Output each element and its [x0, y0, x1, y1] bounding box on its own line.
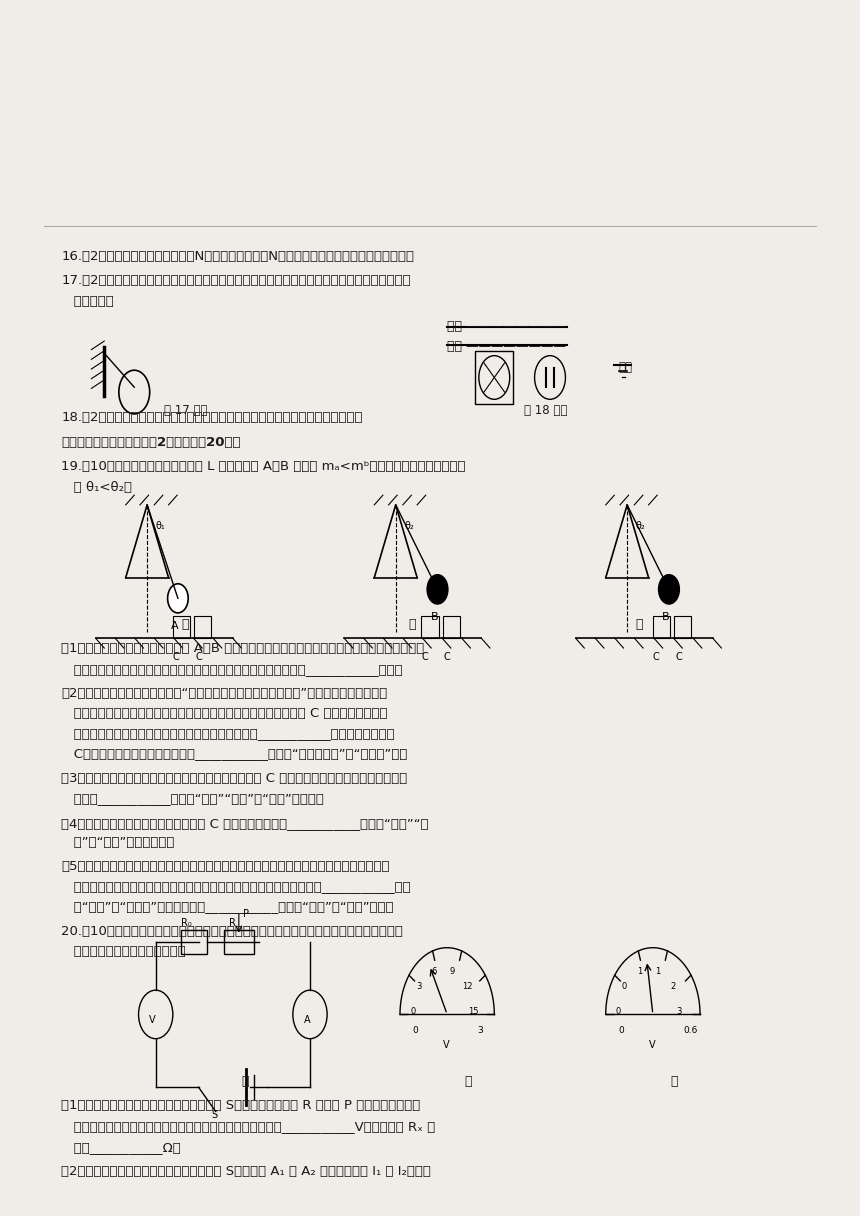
Text: 1: 1 [655, 967, 660, 976]
Text: P: P [243, 910, 249, 919]
Bar [674, 617, 691, 638]
Text: R: R [229, 918, 236, 928]
Text: 务，三名同学的设计方案如下：: 务，三名同学的设计方案如下： [61, 945, 186, 958]
Text: 角 θ₁<θ₂。: 角 θ₁<θ₂。 [61, 480, 132, 494]
Text: V: V [648, 1041, 655, 1051]
Bar [194, 617, 212, 638]
Text: （1）图甲、乙中，同时由静止释放 A、B 两球，观察到它们并排摇动且始终相对静止，同时到达竖: （1）图甲、乙中，同时由静止释放 A、B 两球，观察到它们并排摇动且始终相对静止… [61, 642, 425, 655]
Text: 0.6: 0.6 [683, 1025, 697, 1035]
Text: 0: 0 [622, 983, 627, 991]
Text: 乙: 乙 [464, 1075, 472, 1088]
Text: V: V [443, 1041, 450, 1051]
Text: C: C [653, 652, 660, 663]
Text: 2: 2 [670, 983, 675, 991]
Text: 地线: 地线 [618, 360, 633, 373]
Text: 0: 0 [413, 1025, 419, 1035]
Text: 在水平面上滑行一定距离后停止，本实验中通过比较___________反映小球撞击木块: 在水平面上滑行一定距离后停止，本实验中通过比较___________反映小球撞击… [61, 727, 395, 739]
Text: 0: 0 [618, 1025, 624, 1035]
Text: A: A [171, 620, 179, 631]
Text: 直位置，这表明两小球在摇动过程中任一时刻的速度大小与小球的___________无关。: 直位置，这表明两小球在摇动过程中任一时刻的速度大小与小球的___________… [61, 663, 403, 676]
Text: S: S [212, 1109, 218, 1120]
Text: C: C [173, 652, 180, 663]
Text: 16.（2分）根据图中通电联射管的N极，标出小磁针的N极，并在括号内标出电源的正、负极。: 16.（2分）根据图中通电联射管的N极，标出小磁针的N极，并在括号内标出电源的正… [61, 250, 415, 263]
Text: 填“相等”或“不相等”），该方案是___________（选填“正确”或“错误”）的。: 填“相等”或“不相等”），该方案是___________（选填“正确”或“错误”… [61, 900, 394, 913]
Text: θ₂: θ₂ [636, 522, 646, 531]
Text: （2）小林的设计方案如图丁所示，闭合开关 S，电流表 A₁ 和 A₂ 的示数分别为 I₁ 和 I₂。已知: （2）小林的设计方案如图丁所示，闭合开关 S，电流表 A₁ 和 A₂ 的示数分别… [61, 1165, 431, 1178]
Text: 値为___________Ω。: 値为___________Ω。 [61, 1141, 181, 1154]
Text: 0: 0 [410, 1007, 415, 1017]
Text: C: C [421, 652, 428, 663]
Text: （5）在探究小球动能与质量的关系时，有同学提议可以在水平桌面上将同一根弹簧压缩相同: （5）在探究小球动能与质量的关系时，有同学提议可以在水平桌面上将同一根弹簧压缩相… [61, 861, 390, 873]
Text: 四、实验探究题（本题共（2小题，共（20分）: 四、实验探究题（本题共（2小题，共（20分） [61, 435, 241, 449]
Text: C: C [675, 652, 682, 663]
Text: 速”或“加速”）直线运动。: 速”或“加速”）直线运动。 [61, 837, 175, 849]
Bar [181, 929, 207, 953]
Text: 第 18 题图: 第 18 题图 [525, 404, 568, 417]
Text: 3: 3 [416, 983, 421, 991]
Text: 表、电流表的示数分别如图乙、丙所示，则电压表的示数为___________V，未知电阱 Rₓ 的: 表、电流表的示数分别如图乙、丙所示，则电压表的示数为___________V，未… [61, 1120, 436, 1133]
Bar [421, 617, 439, 638]
Text: 的程度，分别尴出质量不同的小球去撞击木块，撞击木块时小球的动能___________（选: 的程度，分别尴出质量不同的小球去撞击木块，撞击木块时小球的动能_________… [61, 879, 411, 893]
Text: 止释放，当小球摇动到竖直位置时，恰好与静止在水平面上的木块 C 发生碰撞，木块会: 止释放，当小球摇动到竖直位置时，恰好与静止在水平面上的木块 C 发生碰撞，木块会 [61, 708, 388, 721]
Text: B: B [431, 612, 439, 621]
Text: 第 17 题图: 第 17 题图 [164, 404, 208, 417]
Text: 15: 15 [468, 1007, 478, 1017]
Text: C前的动能大小，这种研究方法叫___________（选填“控制变量法”或“转换法”）。: C前的动能大小，这种研究方法叫___________（选填“控制变量法”或“转换… [61, 748, 408, 760]
Text: 18.（2分）请将图中元件连接成符合安全用电要求的家庭电路（开关控制灯泡）。: 18.（2分）请将图中元件连接成符合安全用电要求的家庭电路（开关控制灯泡）。 [61, 411, 363, 424]
Circle shape [168, 584, 188, 613]
Text: θ₁: θ₁ [156, 522, 165, 531]
Text: 丙: 丙 [636, 618, 643, 631]
Text: θ₂: θ₂ [404, 522, 414, 531]
Text: 零线 ————————: 零线 ———————— [447, 340, 566, 353]
Text: A: A [304, 1015, 310, 1025]
Text: 甲: 甲 [242, 1075, 249, 1088]
Text: C: C [444, 652, 451, 663]
Text: 甲: 甲 [181, 618, 189, 631]
Text: 19.（10分）如图所示，摘线的长度 L 相同，小球 A、B 的质量 mₐ<mᵇ，悬线与竖直方向之间的夹: 19.（10分）如图所示，摘线的长度 L 相同，小球 A、B 的质量 mₐ<mᵇ… [61, 460, 466, 473]
Text: 6: 6 [431, 967, 436, 976]
Text: （2）小强用如图所示的装置探究“物体的动能大小与哪些因素有关”。小球按图示位置由静: （2）小强用如图所示的装置探究“物体的动能大小与哪些因素有关”。小球按图示位置由… [61, 687, 388, 700]
Circle shape [427, 575, 448, 604]
Text: （4）若水平面绝对光滑且足够长，木块 C 被撞击后，它将做___________（选填“减速”“匀: （4）若水平面绝对光滑且足够长，木块 C 被撞击后，它将做___________… [61, 817, 429, 829]
Text: 20.（10分）学习了欧姆定律的知识后，老师给同学们布置了设计不同方案测量未知电阱的任: 20.（10分）学习了欧姆定律的知识后，老师给同学们布置了设计不同方案测量未知电… [61, 924, 403, 938]
Bar [224, 929, 255, 953]
Text: R₀: R₀ [181, 918, 192, 928]
Text: 火线 ————————: 火线 ———————— [447, 321, 566, 333]
Text: C: C [195, 652, 202, 663]
Text: 0: 0 [616, 1007, 621, 1017]
Text: 12: 12 [462, 983, 472, 991]
Text: 大小与___________（选填“速度”“高度”或“质量”）有关。: 大小与___________（选填“速度”“高度”或“质量”）有关。 [61, 793, 324, 805]
Text: B: B [662, 612, 670, 621]
Text: （3）根据乙、丙所示的探究过程，他观察到图丙中木块 C 撞得更远，可得出结论：小球的动能: （3）根据乙、丙所示的探究过程，他观察到图丙中木块 C 撞得更远，可得出结论：小… [61, 772, 408, 784]
Text: 3: 3 [477, 1025, 483, 1035]
Bar [443, 617, 460, 638]
Text: V: V [149, 1015, 156, 1025]
Text: 3: 3 [676, 1007, 681, 1017]
Text: 丙: 丙 [670, 1075, 678, 1088]
Circle shape [659, 575, 679, 604]
Text: 9: 9 [450, 967, 455, 976]
Bar [173, 617, 190, 638]
Text: 乙: 乙 [408, 618, 416, 631]
Text: 的示意图。: 的示意图。 [61, 295, 114, 308]
Text: 1: 1 [636, 967, 642, 976]
Text: 17.（2分）如图所示，用细线将小球悬挂在竖直墙壁上，请画出小球所受重力及小球对墙壁压力: 17.（2分）如图所示，用细线将小球悬挂在竖直墙壁上，请画出小球所受重力及小球对… [61, 275, 411, 287]
Bar [653, 617, 670, 638]
Text: （1）小明的设计方案如图甲所示，闭合开关 S，调节滑动变阳器 R 的滑片 P 至适当位置，电压: （1）小明的设计方案如图甲所示，闭合开关 S，调节滑动变阳器 R 的滑片 P 至… [61, 1099, 421, 1113]
